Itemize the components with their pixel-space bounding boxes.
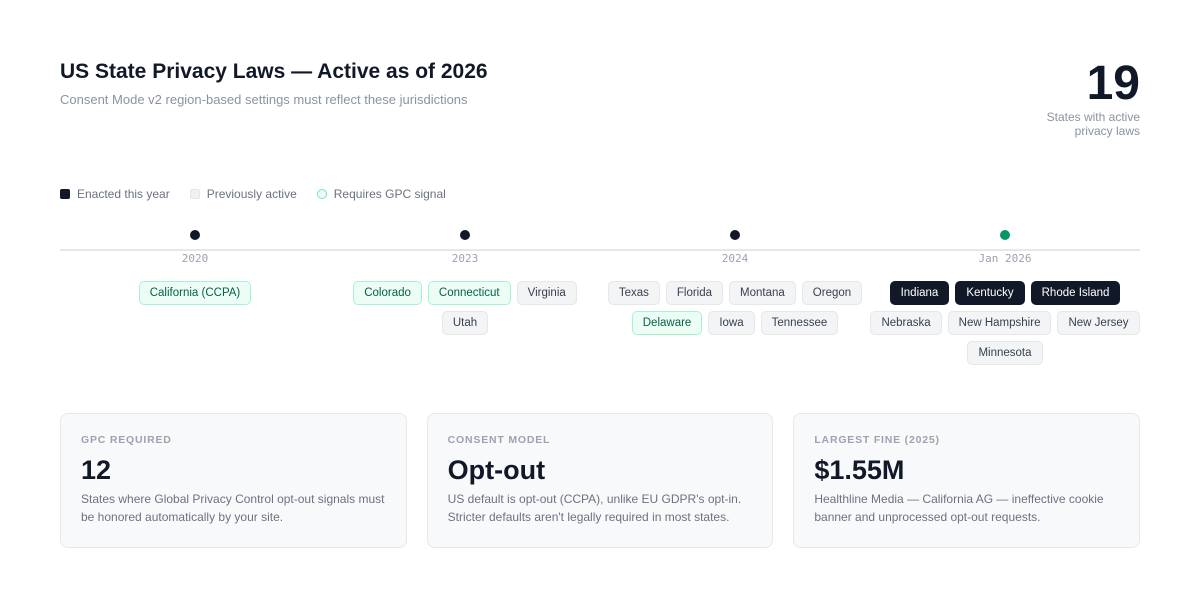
state-pill: New Jersey <box>1057 311 1140 335</box>
card-value: 12 <box>81 455 112 485</box>
state-group-2024: Texas Florida Montana Oregon Delaware Io… <box>595 281 875 335</box>
card-largest-fine: LARGEST FINE (2025) $1.55M Healthline Me… <box>793 413 1141 548</box>
state-pill: California (CCPA) <box>138 281 252 305</box>
states-count-label: States with active privacy laws <box>1046 110 1140 138</box>
summary-cards: GPC REQUIRED 12 States where Global Priv… <box>60 413 1141 548</box>
legend: Enacted this year Previously active Requ… <box>60 187 446 201</box>
state-pill: Rhode Island <box>1030 281 1121 305</box>
state-pill: Indiana <box>889 281 950 305</box>
card-consent-model: CONSENT MODEL Opt-out US default is opt-… <box>426 413 774 548</box>
card-gpc-required: GPC REQUIRED 12 States where Global Priv… <box>60 413 407 548</box>
timeline-year: 2024 <box>721 252 749 265</box>
legend-label: Requires GPC signal <box>333 187 446 201</box>
state-group-2023: Colorado Connecticut Virginia Utah <box>330 281 600 335</box>
page-title: US State Privacy Laws — Active as of 202… <box>60 60 488 83</box>
state-pill: Iowa <box>708 311 755 335</box>
card-description: US default is opt-out (CCPA), unlike EU … <box>447 492 742 524</box>
legend-item-enacted: Enacted this year <box>60 187 170 201</box>
state-pill: Nebraska <box>870 311 942 335</box>
card-label: CONSENT MODEL <box>447 434 551 446</box>
state-pill: Connecticut <box>427 281 511 305</box>
legend-swatch-dark <box>60 189 70 199</box>
card-description: States where Global Privacy Control opt-… <box>81 492 385 524</box>
state-pill: Montana <box>729 281 796 305</box>
timeline-dot <box>190 230 200 240</box>
card-value: $1.55M <box>814 455 905 485</box>
timeline-year: 2020 <box>181 252 209 265</box>
legend-label: Previously active <box>206 187 297 201</box>
card-label: LARGEST FINE (2025) <box>814 434 940 446</box>
card-description: Healthline Media — California AG — ineff… <box>814 492 1104 524</box>
state-pill: Oregon <box>801 281 863 305</box>
state-pill: Tennessee <box>760 311 839 335</box>
legend-swatch-green <box>316 189 327 199</box>
state-group-2026: Indiana Kentucky Rhode Island Nebraska N… <box>870 281 1140 365</box>
timeline-dot-current <box>1000 230 1010 240</box>
card-value: Opt-out <box>447 455 546 485</box>
state-pill: Delaware <box>631 311 703 335</box>
page-subtitle: Consent Mode v2 region-based settings mu… <box>60 92 468 107</box>
states-count-value: 19 <box>1086 57 1140 110</box>
timeline-year: 2023 <box>451 252 479 265</box>
state-pill: Florida <box>665 281 724 305</box>
legend-swatch-light <box>189 189 200 199</box>
timeline-axis <box>60 249 1140 251</box>
timeline-year: Jan 2026 <box>978 252 1032 265</box>
state-pill: Kentucky <box>955 281 1025 305</box>
state-pill: New Hampshire <box>947 311 1052 335</box>
legend-label: Enacted this year <box>77 187 170 201</box>
legend-item-gpc: Requires GPC signal <box>316 187 446 201</box>
timeline-dot <box>460 230 470 240</box>
state-pill: Virginia <box>516 281 577 305</box>
state-group-2020: California (CCPA) <box>60 281 330 305</box>
state-pill: Utah <box>441 311 489 335</box>
card-label: GPC REQUIRED <box>81 434 172 446</box>
state-pill: Minnesota <box>967 341 1043 365</box>
state-pill: Texas <box>607 281 660 305</box>
states-count-stat: 19 States with active privacy laws <box>1030 57 1140 139</box>
state-pill: Colorado <box>353 281 422 305</box>
legend-item-previous: Previously active <box>189 187 297 201</box>
timeline-dot <box>730 230 740 240</box>
